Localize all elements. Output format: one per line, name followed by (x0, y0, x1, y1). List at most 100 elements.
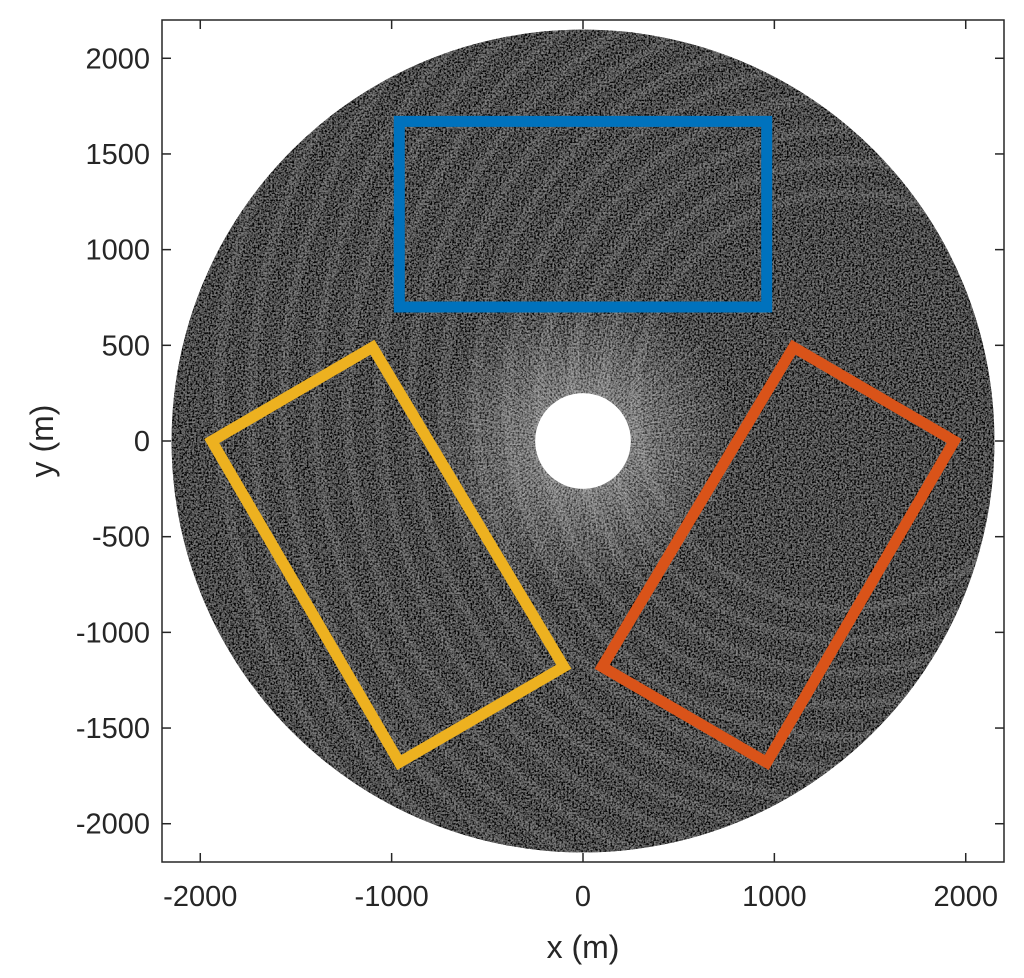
radial-streak (630, 447, 713, 462)
x-axis-ticks: -2000 -1000 0 1000 2000 (163, 20, 998, 913)
radial-streak (621, 468, 697, 524)
radial-streak (625, 462, 652, 477)
radial-streak (597, 342, 616, 396)
radial-streak (604, 372, 619, 399)
radial-streak (608, 341, 649, 402)
radial-streak (561, 487, 572, 522)
radial-streak (500, 479, 556, 555)
radial-streak (618, 472, 652, 503)
radial-streak (570, 325, 579, 394)
radial-streak (627, 457, 700, 487)
radial-streak (532, 371, 556, 403)
radial-streak (585, 352, 589, 394)
radial-streak (444, 452, 537, 479)
radial-streak (621, 390, 653, 414)
radial-streak (494, 435, 536, 439)
x-tick-label: 2000 (933, 881, 998, 913)
radial-streak (575, 304, 581, 394)
radial-streak (483, 472, 548, 531)
radial-streak (625, 372, 716, 420)
radial-streak (589, 488, 599, 535)
radial-streak (466, 395, 539, 425)
y-tick-label: -1500 (76, 713, 150, 745)
radial-streak (567, 347, 577, 394)
y-tick-label: 1500 (85, 139, 150, 171)
radial-streak (562, 488, 577, 571)
radial-streak (587, 331, 595, 394)
radial-streak (606, 356, 633, 400)
radial-streak (610, 327, 666, 403)
region-box-2 (204, 339, 572, 771)
radial-streak (624, 376, 694, 418)
radial-streak (612, 385, 628, 405)
radial-streak (533, 482, 560, 526)
region-box-1 (393, 115, 773, 313)
radial-streak (446, 443, 536, 449)
region-box-3 (594, 339, 962, 771)
y-axis-label: y (m) (24, 405, 60, 478)
radial-streak (545, 302, 572, 395)
x-axis-label: x (m) (547, 929, 620, 965)
x-tick-label: -1000 (355, 881, 429, 913)
radial-streak (489, 447, 536, 457)
radial-streak (514, 405, 541, 420)
radial-streak (630, 433, 720, 439)
radial-streak (509, 460, 540, 474)
blind-zone (535, 393, 631, 489)
radial-streak (626, 408, 657, 422)
radial-streak (513, 468, 545, 492)
radial-streak (473, 429, 536, 437)
radial-streak (517, 480, 558, 541)
radial-streak (537, 485, 567, 558)
radial-streak (604, 483, 652, 574)
wave-band (310, 29, 995, 853)
radial-streak (483, 375, 544, 416)
radial-streak (449, 381, 540, 422)
radial-streak (550, 486, 569, 540)
radial-streak (472, 464, 542, 506)
radial-streak (629, 452, 664, 463)
radial-streak (544, 324, 569, 396)
y-tick-label: -500 (92, 522, 150, 554)
radial-streak (630, 443, 672, 447)
radial-streak (608, 480, 642, 531)
radial-streak (523, 484, 564, 575)
wave-band (342, 29, 995, 853)
radial-streak (630, 445, 693, 453)
x-tick-label: -2000 (163, 881, 237, 913)
radial-streak (594, 487, 621, 580)
y-tick-label: 0 (134, 426, 150, 458)
radial-streak (498, 391, 542, 418)
radial-streak (567, 368, 574, 395)
radial-streak (616, 360, 664, 408)
radial-streak (622, 466, 683, 507)
radial-streak (619, 343, 704, 412)
radial-streak (606, 482, 648, 552)
radial-streak (589, 311, 604, 394)
radial-streak (502, 419, 537, 430)
radial-streak (616, 474, 664, 522)
radial-streak (610, 479, 634, 511)
radial-streak (488, 457, 539, 478)
radial-streak (502, 474, 550, 522)
radial-streak (627, 404, 678, 425)
radial-streak (614, 476, 673, 541)
radial-streak (629, 403, 722, 430)
radial-streak (602, 307, 643, 398)
radial-streak (521, 476, 552, 510)
radial-streak (466, 455, 538, 480)
radial-streak (602, 484, 616, 515)
radial-streak (434, 408, 537, 432)
radial-streak (524, 351, 558, 402)
radial-streak (630, 428, 699, 437)
wave-band (246, 29, 995, 853)
y-tick-label: -2000 (76, 809, 150, 841)
radial-streak (618, 351, 683, 410)
radial-streak (629, 425, 656, 432)
radial-streak (599, 324, 629, 397)
regions-layer (204, 115, 962, 771)
wave-band (374, 29, 995, 853)
radial-streak (599, 485, 620, 536)
radial-streak (587, 488, 596, 557)
radial-streak (624, 464, 668, 491)
